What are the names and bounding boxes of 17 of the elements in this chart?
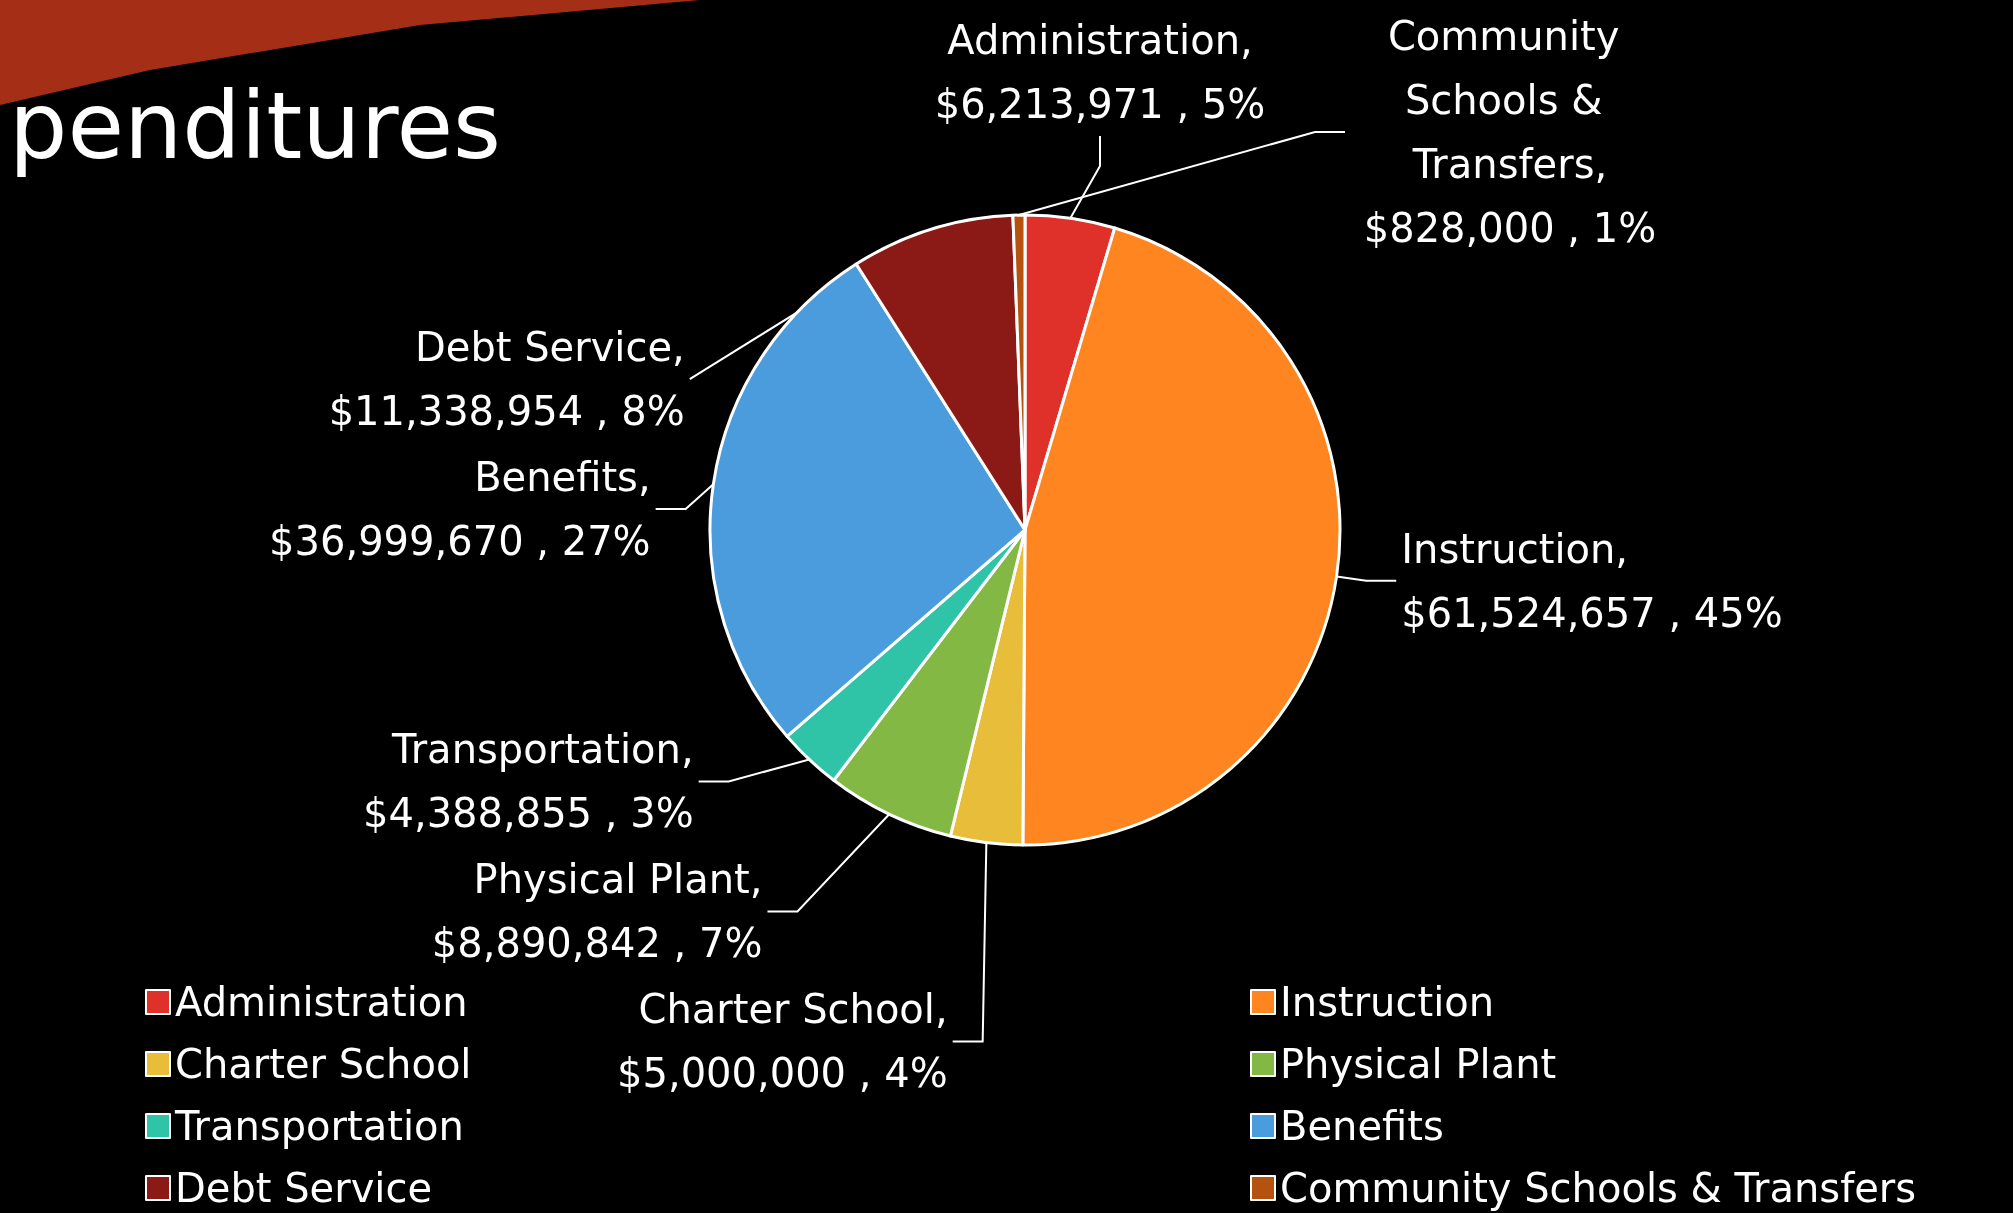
data-label: Benefits, $36,999,670 , 27% [269,454,651,565]
legend-label: Community Schools & Transfers [1280,1165,1917,1211]
data-label: Administration, $6,213,971 , 5% [934,17,1266,127]
legend-label: Transportation [174,1103,464,1149]
data-label: Physical Plant, $8,890,842 , 7% [431,856,763,967]
legend-label: Physical Plant [1280,1041,1557,1087]
legend-label: Debt Service [175,1165,433,1211]
legend-label: Charter School [175,1041,472,1087]
data-label: Transportation, $4,388,855 , 3% [363,726,694,837]
legend-label: Instruction [1280,979,1495,1025]
text: penditures [9,72,501,180]
legend-label: Benefits [1280,1103,1444,1149]
data-label: Charter School, $5,000,000 , 4% [617,986,948,1097]
data-label: Community Schools & Transfers, $828,000 , 1% [1363,13,1657,251]
data-label: Instruction, $61,524,657 , 45% [1401,525,1783,636]
data-label: Debt Service, $11,338,954 , 8% [328,324,685,435]
legend-label: Administration [175,979,468,1025]
